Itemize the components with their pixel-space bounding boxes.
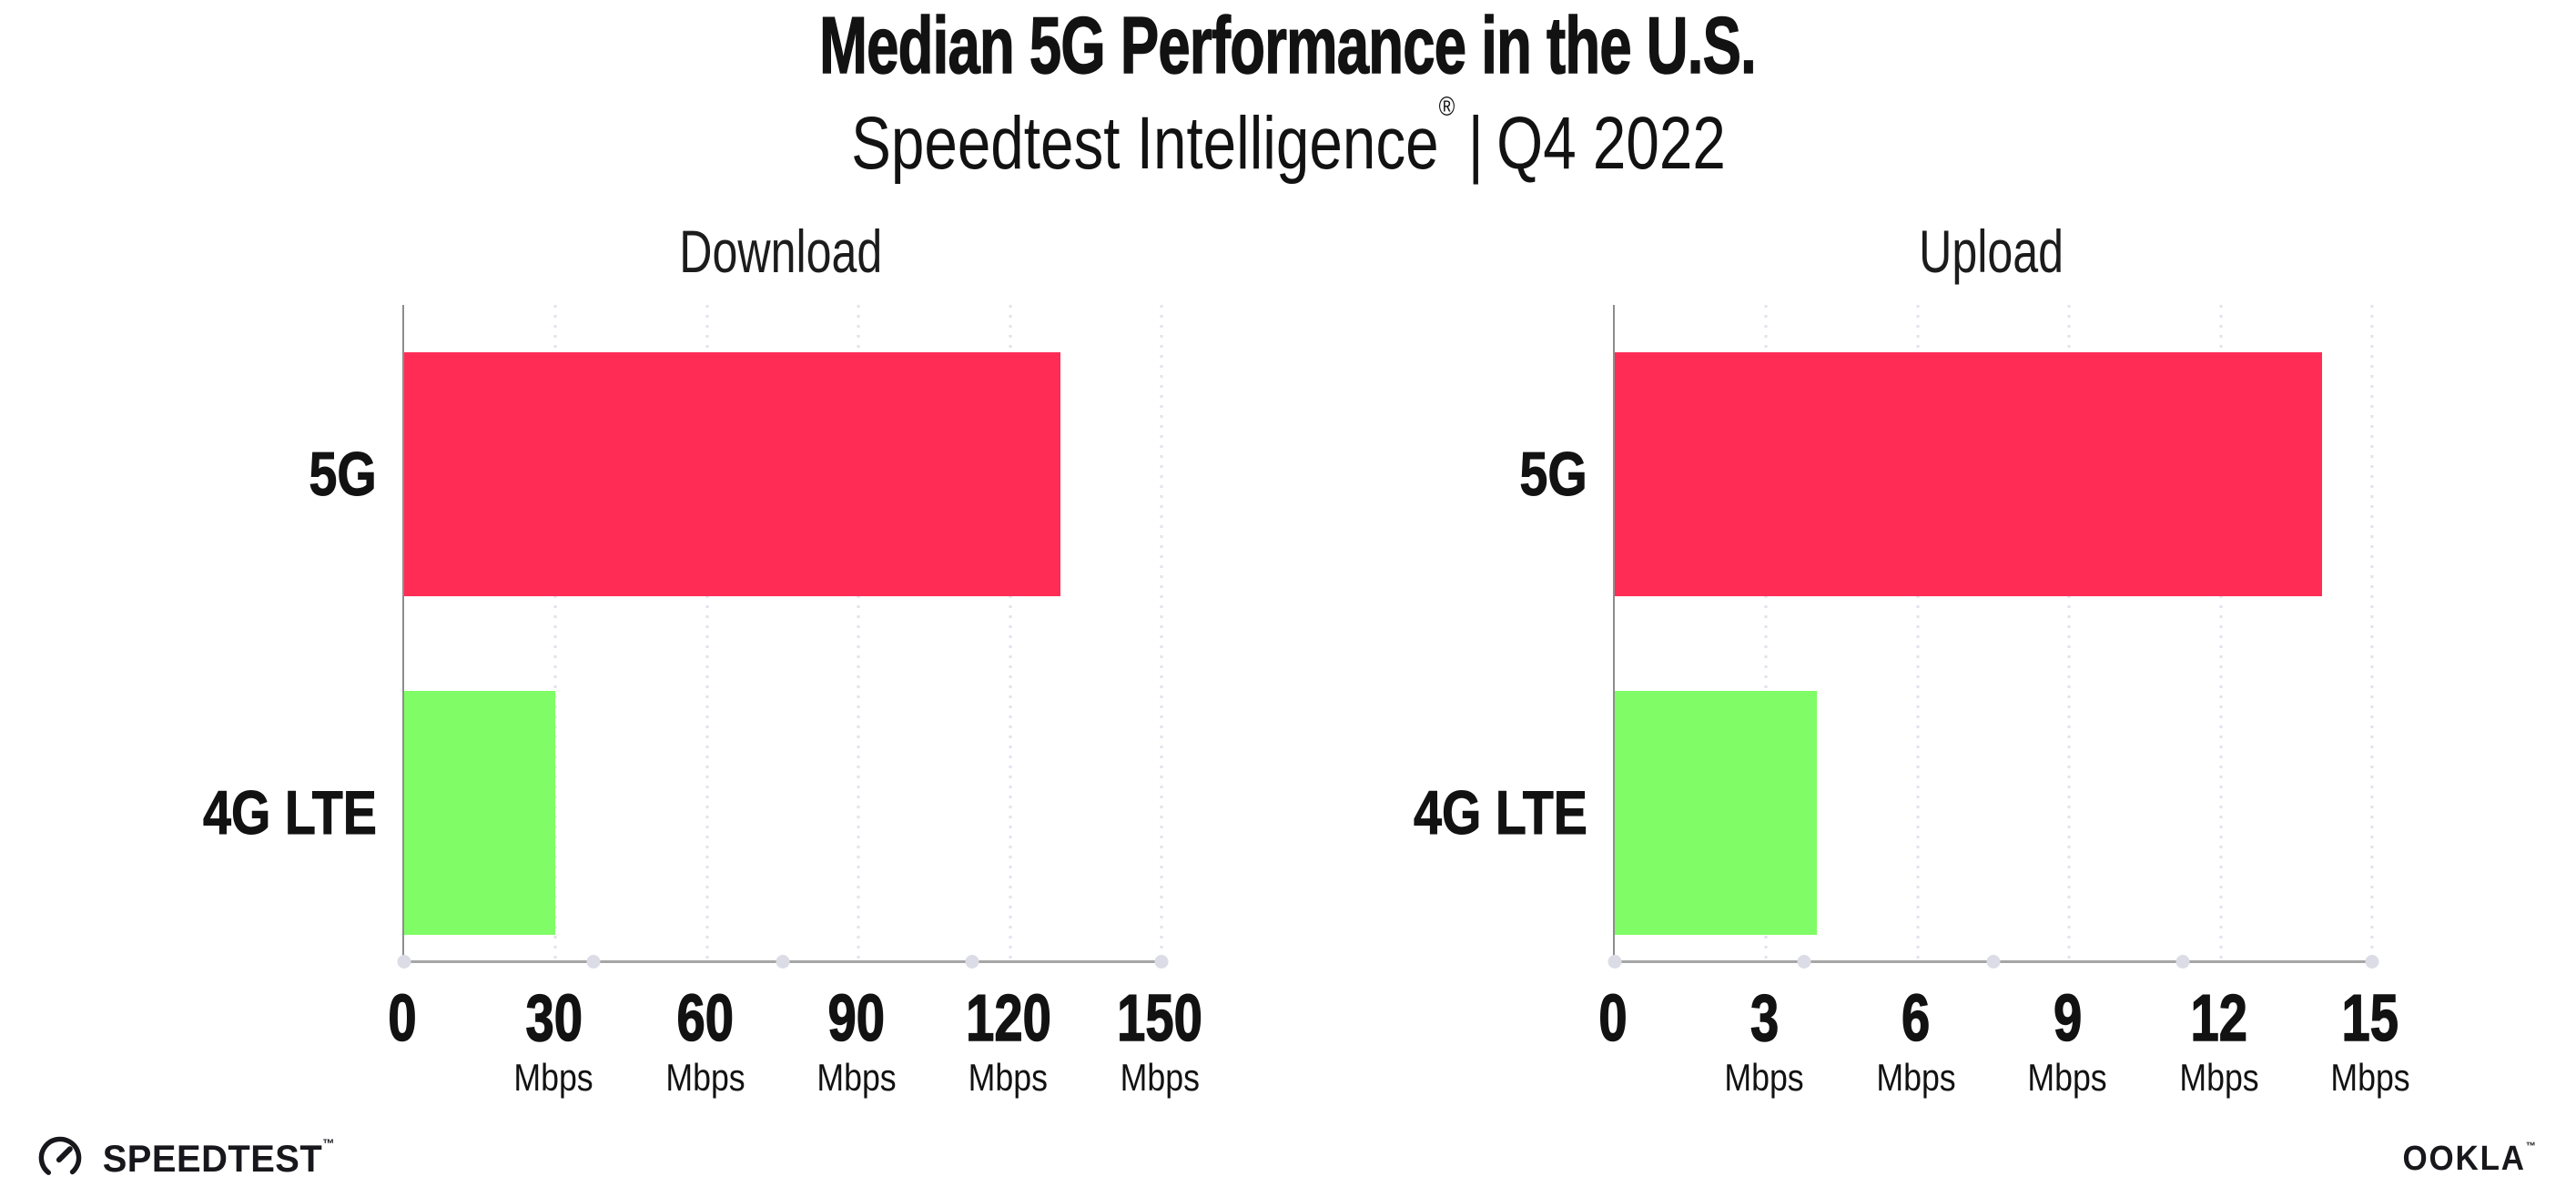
trademark-icon: ™ <box>2525 1140 2538 1152</box>
ookla-logo: OOKLA™ <box>2397 1140 2543 1179</box>
x-tick-6: 6 Mbps <box>1876 981 1956 1099</box>
x-axis-ticks: 0 30 Mbps 60 Mbps 90 Mbps 120 Mbps 150 Mbps <box>388 981 1203 1131</box>
page-title: Median 5G Performance in the U.S. <box>819 0 1758 90</box>
x-tick-150: 150 Mbps <box>1117 981 1203 1099</box>
category-label-5g: 5G <box>309 439 377 509</box>
x-tick-60: 60 Mbps <box>665 981 745 1099</box>
axis-tick-dot <box>1154 954 1169 969</box>
speedtest-gauge-icon <box>38 1136 82 1180</box>
plot-row: 5G 4G LTE 0 3 Mbps 6 Mbps 9 Mbps 12 Mbps 15 Mbps <box>1349 304 2410 1096</box>
speedtest-logo: SPEEDTEST™ <box>36 1134 341 1182</box>
subtitle-brand: Speedtest Intelligence <box>850 102 1439 186</box>
plot-row: 5G 4G LTE 0 30 Mbps 60 Mbps 90 Mbps 120 Mbps 150 Mb… <box>138 304 1202 1096</box>
axis-tick-dot <box>776 954 790 969</box>
axis-tick-dot <box>1797 954 1811 969</box>
category-axis: 5G 4G LTE <box>138 305 378 960</box>
axis-tick-dot <box>586 954 601 969</box>
trademark-icon: ™ <box>322 1135 336 1151</box>
category-label-5g: 5G <box>1519 439 1587 509</box>
x-tick-15: 15 Mbps <box>2330 981 2410 1099</box>
bar-4g-lte <box>404 690 556 935</box>
axis-tick-dot <box>2365 954 2379 969</box>
category-axis: 5G 4G LTE <box>1349 305 1588 960</box>
gridline-60 <box>705 304 709 960</box>
plot-area <box>397 304 1169 969</box>
gridline-150 <box>1160 304 1163 960</box>
ookla-wordmark: OOKLA <box>2402 1140 2526 1178</box>
gridline-15 <box>2370 304 2374 960</box>
gridline-90 <box>857 304 860 960</box>
axis-tick-dot <box>1986 954 2001 969</box>
gridline-12 <box>2219 304 2223 960</box>
gridline-9 <box>2067 304 2071 960</box>
bar-5g <box>1615 351 2322 596</box>
category-label-4g-lte: 4G LTE <box>1413 777 1588 847</box>
x-tick-120: 120 Mbps <box>965 981 1051 1099</box>
upload-chart: Upload 5G 4G LTE 0 3 Mbps 6 Mbps 9 Mbps 12 Mbps 15… <box>1349 218 2410 1096</box>
x-tick-3: 3 Mbps <box>1724 981 1805 1099</box>
x-tick-0: 0 <box>388 981 417 1055</box>
chart-title: Download <box>679 218 883 285</box>
chart-header: Median 5G Performance in the U.S. Speedt… <box>0 0 2576 183</box>
chart-title: Upload <box>1919 218 2064 285</box>
x-axis-ticks: 0 3 Mbps 6 Mbps 9 Mbps 12 Mbps 15 Mbps <box>1598 981 2410 1131</box>
x-tick-0: 0 <box>1598 981 1628 1055</box>
gridline-3 <box>1764 304 1768 960</box>
gridline-120 <box>1009 304 1012 960</box>
bar-5g <box>404 351 1061 596</box>
x-tick-30: 30 Mbps <box>513 981 594 1099</box>
plot-area <box>1607 304 2379 969</box>
gridline-6 <box>1916 304 1920 960</box>
page-subtitle: Speedtest Intelligence® | Q4 2022 <box>0 93 2576 183</box>
axis-tick-dot <box>2175 954 2190 969</box>
subtitle-separator: | <box>1467 102 1484 186</box>
x-tick-9: 9 Mbps <box>2027 981 2107 1099</box>
subtitle-period: Q4 2022 <box>1496 102 1726 186</box>
registered-mark-icon: ® <box>1438 92 1455 123</box>
axis-tick-dot <box>965 954 979 969</box>
axis-tick-dot <box>397 954 411 969</box>
bar-4g-lte <box>1615 690 1817 935</box>
x-tick-90: 90 Mbps <box>816 981 897 1099</box>
speedtest-wordmark: SPEEDTEST™ <box>102 1135 336 1180</box>
category-label-4g-lte: 4G LTE <box>202 777 378 847</box>
download-chart: Download 5G 4G LTE 0 30 Mbps 60 Mbps 90 Mbps 120… <box>138 218 1203 1096</box>
gridline-30 <box>553 304 557 960</box>
axis-tick-dot <box>1607 954 1622 969</box>
x-tick-12: 12 Mbps <box>2178 981 2259 1099</box>
